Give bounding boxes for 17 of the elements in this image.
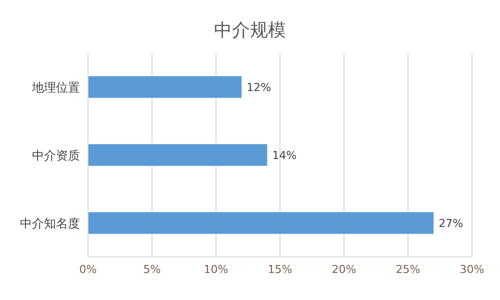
y-tick-label: 地理位置 bbox=[31, 80, 80, 94]
x-tick-label: 10% bbox=[204, 262, 228, 276]
x-tick-label: 15% bbox=[268, 262, 292, 276]
data-label: 12% bbox=[246, 80, 272, 94]
data-label: 27% bbox=[438, 216, 464, 230]
y-tick-label: 中介知名度 bbox=[20, 216, 80, 230]
x-tick-label: 30% bbox=[460, 262, 484, 276]
x-tick-label: 20% bbox=[332, 262, 356, 276]
y-tick-label: 中介资质 bbox=[32, 148, 80, 162]
bar bbox=[88, 76, 242, 98]
chart-title: 中介规模 bbox=[213, 19, 287, 43]
x-tick-label: 25% bbox=[396, 262, 420, 276]
bar bbox=[88, 212, 434, 234]
data-label: 14% bbox=[272, 148, 297, 162]
x-tick-label: 0% bbox=[79, 262, 97, 276]
bar bbox=[88, 144, 268, 166]
x-tick-label: 5% bbox=[143, 262, 161, 276]
